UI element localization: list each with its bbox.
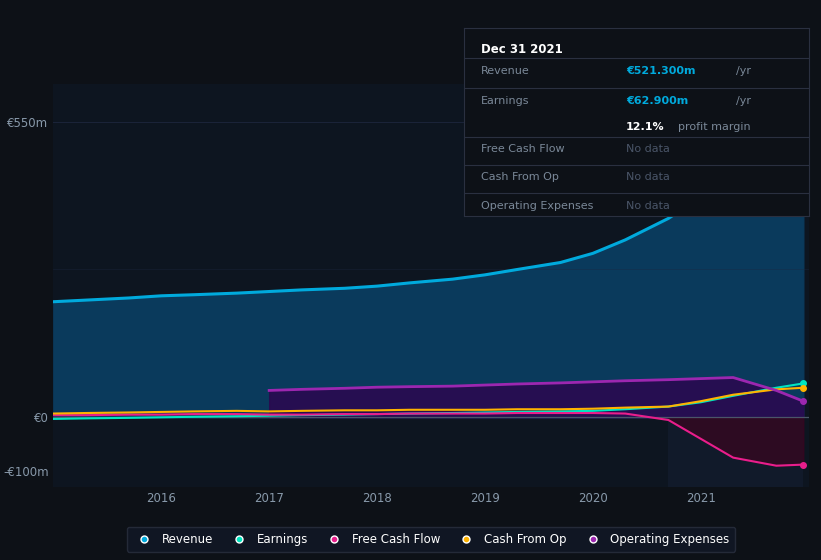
- Text: €521.300m: €521.300m: [626, 66, 695, 76]
- Text: Earnings: Earnings: [481, 96, 530, 105]
- Text: Dec 31 2021: Dec 31 2021: [481, 43, 563, 56]
- Text: profit margin: profit margin: [677, 122, 750, 132]
- Text: Free Cash Flow: Free Cash Flow: [481, 144, 565, 155]
- Text: /yr: /yr: [736, 96, 751, 105]
- Text: No data: No data: [626, 172, 670, 183]
- Text: Revenue: Revenue: [481, 66, 530, 76]
- Text: Cash From Op: Cash From Op: [481, 172, 559, 183]
- Text: No data: No data: [626, 144, 670, 155]
- Text: 12.1%: 12.1%: [626, 122, 664, 132]
- Text: €62.900m: €62.900m: [626, 96, 688, 105]
- Text: /yr: /yr: [736, 66, 751, 76]
- Bar: [668, 84, 803, 487]
- Text: No data: No data: [626, 200, 670, 211]
- Legend: Revenue, Earnings, Free Cash Flow, Cash From Op, Operating Expenses: Revenue, Earnings, Free Cash Flow, Cash …: [126, 527, 736, 552]
- Text: Operating Expenses: Operating Expenses: [481, 200, 594, 211]
